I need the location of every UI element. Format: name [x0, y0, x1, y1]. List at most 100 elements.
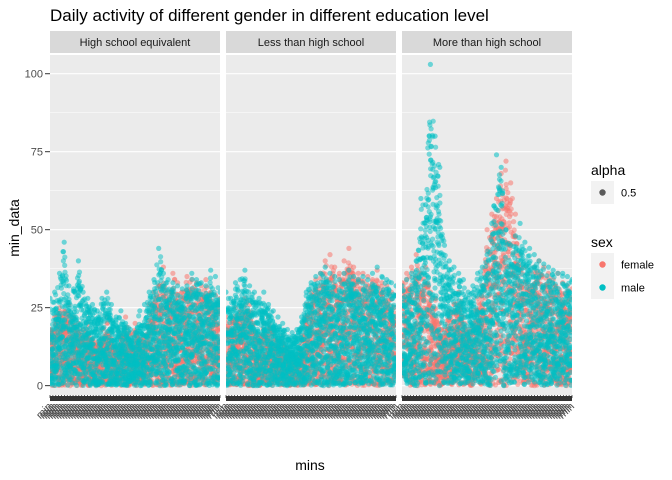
- point-male: [163, 382, 169, 388]
- point-male: [102, 318, 108, 324]
- point-male: [216, 338, 220, 344]
- point-female: [132, 320, 138, 326]
- point-male: [192, 316, 198, 322]
- point-male: [85, 295, 91, 301]
- point-male: [199, 353, 205, 359]
- point-male: [52, 289, 58, 295]
- point-male: [216, 315, 220, 321]
- points-less-than-high-school: [226, 245, 396, 389]
- point-male: [198, 280, 204, 286]
- point-male: [136, 313, 142, 319]
- point-male: [62, 316, 68, 323]
- point-male: [53, 369, 59, 375]
- facet-panels: High school equivalent Less than high sch…: [50, 31, 572, 395]
- point-male: [203, 283, 209, 289]
- point-male: [80, 289, 86, 295]
- point-male: [153, 324, 159, 330]
- point-female: [184, 273, 190, 280]
- point-male: [145, 318, 151, 324]
- point-male: [186, 348, 192, 354]
- point-male: [158, 278, 164, 284]
- point-male: [195, 296, 201, 302]
- strip-label-less-than-high-school: Less than high school: [258, 37, 364, 49]
- point-male: [151, 303, 157, 309]
- point-male: [175, 283, 181, 289]
- point-male: [166, 369, 172, 375]
- point-male: [212, 293, 218, 299]
- point-male: [153, 292, 160, 298]
- point-male: [66, 283, 72, 289]
- point-male: [217, 289, 220, 295]
- point-male: [208, 267, 214, 273]
- point-male: [184, 283, 190, 289]
- point-male: [157, 383, 163, 389]
- point-male: [99, 379, 105, 385]
- point-male: [207, 275, 214, 281]
- point-male: [156, 245, 162, 251]
- point-female: [216, 327, 220, 333]
- point-male: [57, 299, 63, 305]
- point-male: [50, 295, 53, 301]
- point-male: [61, 291, 67, 297]
- point-female: [203, 277, 209, 283]
- point-male: [108, 301, 114, 308]
- points-high-school-equivalent: [50, 239, 220, 389]
- point-male: [171, 285, 177, 291]
- point-male: [75, 258, 81, 264]
- point-male: [146, 289, 152, 295]
- point-male: [88, 363, 94, 369]
- point-male: [101, 324, 107, 330]
- point-male: [63, 273, 69, 279]
- point-male: [74, 316, 80, 322]
- point-male: [215, 285, 220, 291]
- point-male: [180, 316, 187, 322]
- point-male: [82, 300, 89, 306]
- point-male: [189, 351, 195, 357]
- point-male: [215, 380, 220, 386]
- point-male: [215, 333, 220, 339]
- point-male: [112, 360, 118, 366]
- point-male: [66, 296, 72, 302]
- point-male: [79, 283, 85, 290]
- point-male: [178, 294, 184, 300]
- point-male: [62, 262, 68, 268]
- point-male: [189, 285, 195, 291]
- point-male: [158, 328, 164, 334]
- point-male: [166, 342, 173, 348]
- point-male: [216, 320, 220, 326]
- point-male: [105, 295, 111, 301]
- point-male: [181, 380, 187, 386]
- point-male: [73, 382, 80, 388]
- point-male: [132, 330, 138, 336]
- point-male: [76, 269, 83, 275]
- point-male: [90, 341, 96, 348]
- point-male: [74, 309, 80, 315]
- point-male: [212, 273, 218, 280]
- point-male: [216, 308, 220, 314]
- point-male: [170, 280, 176, 286]
- point-male: [151, 277, 157, 283]
- point-male: [62, 254, 68, 260]
- point-male: [189, 276, 195, 282]
- point-male: [65, 382, 71, 388]
- point-male: [74, 335, 80, 341]
- point-male: [149, 345, 155, 352]
- point-male: [56, 270, 63, 276]
- point-male: [61, 239, 67, 245]
- point-male: [71, 286, 77, 292]
- point-male: [118, 308, 124, 314]
- point-male: [186, 360, 192, 366]
- point-male: [135, 363, 141, 369]
- point-male: [164, 376, 170, 382]
- point-male: [110, 328, 116, 334]
- point-female: [123, 314, 129, 320]
- point-male: [104, 289, 110, 295]
- point-male: [171, 295, 177, 301]
- point-male: [216, 355, 220, 361]
- point-male: [179, 286, 185, 292]
- point-male: [147, 379, 153, 385]
- point-male: [171, 289, 177, 295]
- point-male: [107, 310, 113, 316]
- point-male: [113, 314, 119, 320]
- point-male: [212, 367, 218, 373]
